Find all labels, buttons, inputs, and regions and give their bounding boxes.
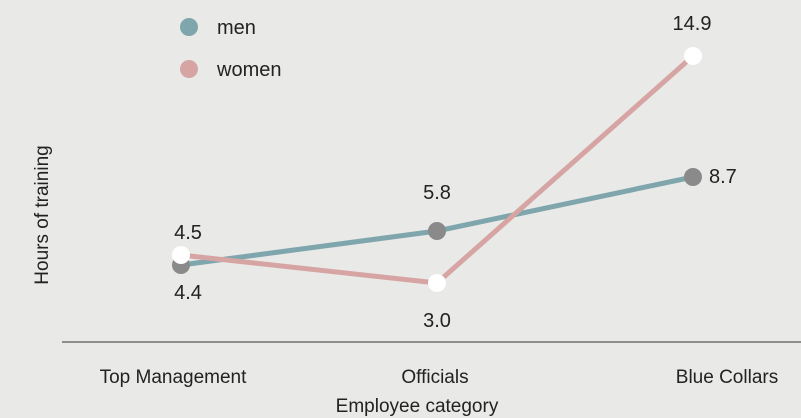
data-label-men-1: 5.8 [423, 182, 451, 204]
x-tick-label-0: Top Management [100, 367, 248, 388]
legend-label-men: men [217, 17, 256, 39]
x-tick-label-1: Officials [401, 367, 468, 388]
marker-women-2 [684, 47, 702, 65]
marker-women-1 [428, 274, 446, 292]
data-label-women-0: 4.5 [174, 222, 202, 244]
legend-marker-women [180, 60, 198, 78]
series-markers [172, 47, 702, 292]
data-labels: 4.4 5.8 8.7 4.5 3.0 14.9 [174, 13, 737, 332]
legend-marker-men [180, 18, 198, 36]
series-lines [180, 54, 695, 286]
x-tick-label-2: Blue Collars [676, 367, 778, 388]
data-label-men-2: 8.7 [709, 166, 737, 188]
marker-women-0 [172, 246, 190, 264]
data-label-women-2: 14.9 [673, 13, 712, 35]
series-line-women [180, 54, 695, 286]
x-tick-labels: Top Management Officials Blue Collars [100, 367, 779, 388]
data-label-men-0: 4.4 [174, 282, 202, 304]
legend: men women [180, 17, 281, 81]
data-label-women-1: 3.0 [423, 310, 451, 332]
legend-label-women: women [216, 59, 281, 81]
y-axis-label: Hours of training [32, 145, 53, 284]
x-axis-label: Employee category [336, 396, 499, 417]
marker-men-1 [428, 222, 446, 240]
marker-men-2 [684, 168, 702, 186]
